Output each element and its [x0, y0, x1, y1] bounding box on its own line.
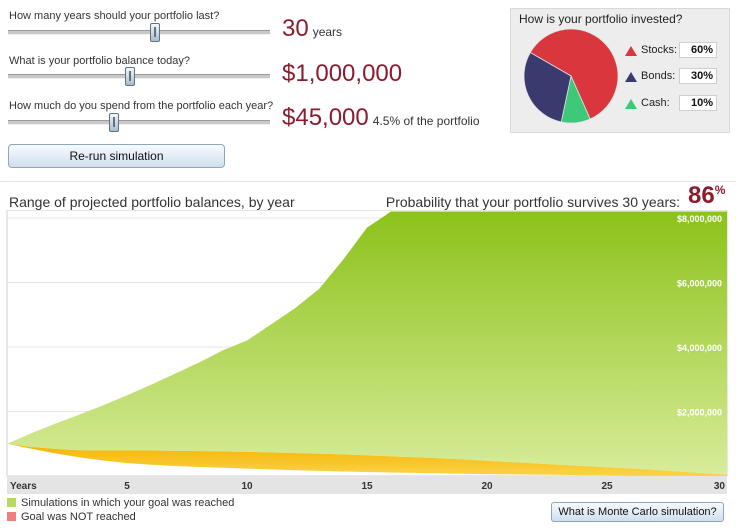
legend-reached-swatch — [7, 498, 16, 507]
years-display: 30 years — [282, 15, 342, 43]
legend-not-reached: Goal was NOT reached — [7, 511, 136, 523]
bonds-label: Bonds: — [641, 70, 676, 82]
pie-slice-bonds — [523, 51, 572, 123]
area-goal-reached — [7, 211, 727, 475]
x-tick-label: 10 — [241, 481, 253, 492]
y-tick-label: $2,000,000 — [677, 408, 722, 418]
probability-display: 86% — [688, 182, 725, 210]
legend-not-reached-label: Goal was NOT reached — [21, 511, 136, 523]
allocation-row-stocks: Stocks: 60% — [625, 42, 725, 60]
bonds-percent-field[interactable]: 30% — [679, 68, 717, 84]
x-tick-label: 15 — [361, 481, 373, 492]
cash-percent-field[interactable]: 10% — [679, 95, 717, 111]
allocation-row-bonds: Bonds: 30% — [625, 68, 725, 86]
legend-not-reached-swatch — [7, 512, 16, 521]
stocks-percent-field[interactable]: 60% — [679, 42, 717, 58]
x-tick-label: 5 — [124, 481, 130, 492]
years-value: 30 — [282, 15, 309, 42]
balance-slider[interactable] — [8, 67, 270, 86]
balance-question: What is your portfolio balance today? — [9, 55, 190, 67]
allocation-row-cash: Cash: 10% — [625, 95, 725, 113]
years-question: How many years should your portfolio las… — [9, 10, 220, 22]
years-unit: years — [312, 25, 343, 39]
spend-slider-handle[interactable] — [109, 113, 120, 132]
balance-range-chart: $2,000,000 $4,000,000 $6,000,000 $8,000,000… — [6, 210, 728, 494]
allocation-panel: How is your portfolio invested? Stocks: … — [510, 8, 730, 133]
spend-slider[interactable] — [8, 113, 270, 132]
spend-value: $45,000 — [282, 104, 369, 131]
spend-question: How much do you spend from the portfolio… — [9, 100, 274, 112]
legend-reached: Simulations in which your goal was reach… — [7, 497, 234, 509]
bonds-triangle-icon — [625, 72, 637, 82]
area-goal-not-reached — [7, 443, 727, 476]
cash-triangle-icon — [625, 99, 637, 109]
y-tick-label: $8,000,000 — [677, 214, 722, 224]
chart-title: Range of projected portfolio balances, b… — [9, 194, 295, 210]
years-slider[interactable] — [8, 23, 270, 42]
balance-slider-handle[interactable] — [124, 67, 135, 86]
balance-value: $1,000,000 — [282, 60, 403, 87]
x-axis-bar — [7, 476, 727, 494]
y-tick-label: $6,000,000 — [677, 279, 722, 289]
stocks-label: Stocks: — [641, 44, 678, 56]
section-divider — [0, 181, 736, 182]
probability-unit: % — [714, 183, 726, 197]
spend-display: $45,000 4.5% of the portfolio — [282, 104, 480, 132]
pie-slice-stocks — [529, 28, 619, 120]
years-slider-handle[interactable] — [149, 23, 160, 42]
x-axis-label: Years — [10, 481, 37, 492]
rerun-simulation-button[interactable]: Re-run simulation — [8, 144, 225, 168]
allocation-pie-chart — [523, 28, 619, 124]
x-tick-label: 20 — [481, 481, 493, 492]
cash-label: Cash: — [641, 97, 670, 109]
probability-value: 86 — [688, 182, 715, 209]
legend-reached-label: Simulations in which your goal was reach… — [21, 497, 235, 509]
spend-note: 4.5% of the portfolio — [372, 114, 480, 128]
x-tick-label: 25 — [601, 481, 613, 492]
x-tick-label: 30 — [714, 481, 726, 492]
monte-carlo-info-button[interactable]: What is Monte Carlo simulation? — [551, 502, 724, 522]
stocks-triangle-icon — [625, 46, 637, 56]
probability-label: Probability that your portfolio survives… — [385, 194, 680, 210]
allocation-title: How is your portfolio invested? — [519, 12, 683, 26]
y-tick-label: $4,000,000 — [677, 343, 722, 353]
